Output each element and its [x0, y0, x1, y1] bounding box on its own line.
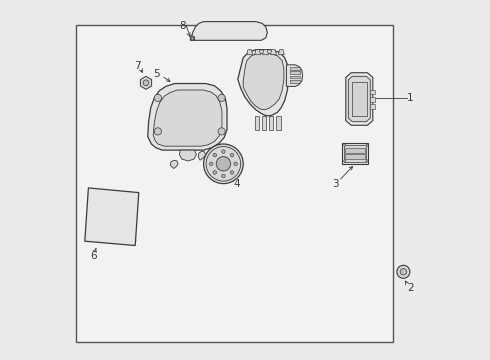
Bar: [269, 116, 273, 130]
Polygon shape: [247, 50, 252, 55]
Polygon shape: [348, 76, 370, 122]
Bar: [290, 67, 300, 70]
Circle shape: [143, 80, 149, 86]
Polygon shape: [171, 160, 178, 168]
Bar: [345, 148, 365, 153]
Polygon shape: [238, 50, 288, 116]
Circle shape: [154, 94, 162, 102]
Bar: [344, 145, 367, 162]
Text: 5: 5: [153, 69, 160, 79]
Polygon shape: [85, 188, 139, 246]
Circle shape: [221, 150, 225, 153]
Bar: [262, 116, 266, 130]
Circle shape: [218, 128, 225, 135]
Circle shape: [366, 144, 368, 146]
Polygon shape: [278, 50, 284, 55]
Bar: [370, 104, 374, 109]
Polygon shape: [148, 84, 227, 150]
Polygon shape: [179, 150, 196, 161]
Text: 3: 3: [332, 179, 338, 189]
Text: 7: 7: [134, 60, 141, 71]
Polygon shape: [270, 50, 276, 55]
Bar: [290, 76, 300, 78]
Bar: [290, 80, 300, 83]
Circle shape: [209, 162, 213, 166]
Circle shape: [213, 171, 217, 174]
Polygon shape: [198, 151, 205, 160]
Polygon shape: [141, 76, 151, 89]
Circle shape: [213, 153, 217, 157]
Bar: [370, 97, 374, 102]
Bar: [370, 90, 374, 94]
Circle shape: [218, 94, 225, 102]
Circle shape: [343, 160, 346, 162]
Polygon shape: [346, 73, 373, 125]
Circle shape: [204, 144, 243, 184]
Circle shape: [154, 128, 162, 135]
Bar: [276, 116, 281, 130]
Text: 1: 1: [407, 93, 414, 103]
Circle shape: [206, 147, 241, 181]
Polygon shape: [255, 50, 261, 55]
Polygon shape: [191, 22, 268, 40]
Text: 2: 2: [407, 283, 414, 293]
Polygon shape: [190, 36, 195, 40]
Circle shape: [216, 157, 231, 171]
Bar: [76, 25, 392, 342]
Circle shape: [397, 265, 410, 278]
Polygon shape: [351, 82, 367, 116]
Circle shape: [400, 269, 407, 275]
Circle shape: [343, 144, 346, 146]
Circle shape: [366, 160, 368, 162]
Polygon shape: [153, 90, 222, 146]
Polygon shape: [286, 65, 303, 86]
Circle shape: [234, 162, 238, 166]
Bar: [290, 71, 300, 74]
Text: 6: 6: [91, 251, 97, 261]
Polygon shape: [263, 50, 269, 55]
Circle shape: [230, 171, 234, 174]
Circle shape: [230, 153, 234, 157]
Bar: [342, 143, 368, 164]
Circle shape: [191, 37, 194, 40]
Bar: [255, 116, 259, 130]
Bar: [345, 154, 365, 159]
Text: 4: 4: [234, 179, 241, 189]
Circle shape: [221, 174, 225, 178]
Polygon shape: [243, 53, 284, 110]
Text: 8: 8: [179, 21, 186, 31]
